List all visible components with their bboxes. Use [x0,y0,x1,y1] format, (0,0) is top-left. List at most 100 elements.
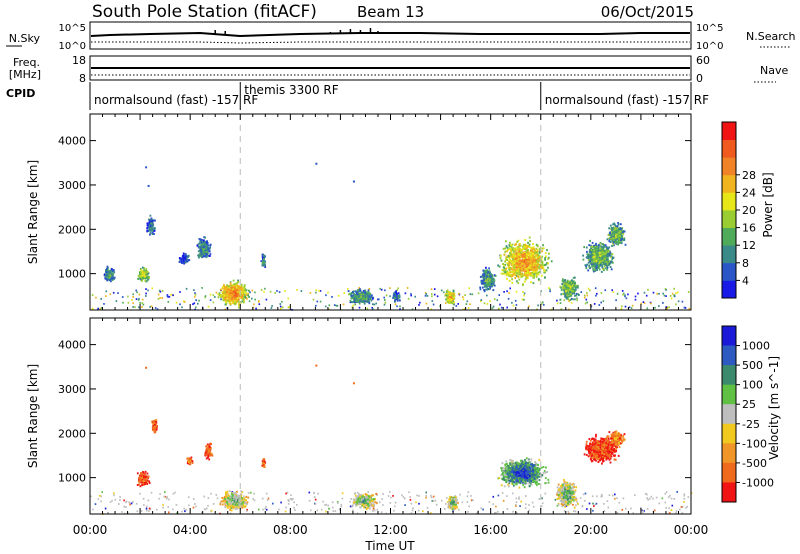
data-point [368,298,371,300]
data-point [529,240,531,243]
data-point [532,265,535,268]
data-point [135,298,138,300]
data-point [490,275,492,278]
data-point [127,301,130,304]
data-point [204,236,206,239]
data-point [644,492,647,495]
data-point [429,512,432,514]
data-point [183,262,185,265]
data-point [207,246,209,249]
data-point [539,256,541,258]
data-point [141,298,144,301]
data-point [107,266,109,269]
data-point [449,301,452,304]
data-point [111,277,113,280]
data-point [138,297,140,300]
data-point [565,284,568,287]
data-point [235,300,238,303]
data-point [451,292,454,295]
data-point [507,264,510,267]
data-point [487,271,490,274]
data-point [608,227,611,230]
data-point [354,303,356,306]
data-point [509,252,511,254]
data-point [523,280,526,283]
data-point [151,229,154,232]
data-point [532,271,535,274]
data-point [591,495,594,498]
data-point [194,295,196,298]
data-point [602,256,605,259]
data-point [139,273,141,275]
data-point [592,270,595,273]
data-point [145,270,147,273]
data-point [141,279,143,282]
data-point [202,253,204,255]
data-point [488,267,490,270]
data-point [525,265,528,268]
data-point [549,290,551,293]
data-point [601,264,603,267]
data-point [315,162,318,165]
data-point [535,275,538,278]
data-point [606,247,608,250]
data-point [206,240,208,243]
data-point [376,508,379,511]
data-point [615,230,618,233]
data-point [261,260,264,263]
data-point [113,494,115,497]
data-point [625,507,627,510]
data-point [179,291,181,293]
data-point [528,271,530,274]
data-point [612,223,614,226]
data-point [433,288,436,290]
data-point [317,492,319,495]
data-point [504,247,507,250]
data-point [482,508,484,511]
data-point [347,287,349,290]
data-point [184,510,186,513]
data-point [534,259,537,262]
data-point [522,261,524,264]
data-point [367,293,370,296]
data-point [248,295,250,298]
data-point [538,263,540,266]
data-point [521,261,523,264]
data-point [265,298,268,301]
data-point [357,289,360,291]
data-point [621,231,624,234]
data-point [222,291,225,294]
data-point [139,302,141,304]
data-point [595,259,598,262]
data-point [319,300,322,303]
data-point [576,299,578,302]
data-point [517,254,520,257]
data-point [596,251,599,253]
power-colorbar-label: Power [dB] [761,172,775,237]
data-point [351,292,353,294]
data-point [518,278,521,281]
data-point [112,291,115,294]
data-point [600,301,602,304]
data-point [614,493,616,496]
data-point [147,229,150,232]
data-point [602,261,605,264]
data-point [518,244,521,247]
data-point [599,259,602,262]
data-point [681,300,684,303]
data-point [603,510,606,512]
data-point [242,301,245,304]
data-point [197,250,200,253]
data-point [532,273,535,276]
data-point [527,252,530,255]
data-point [612,238,615,241]
data-point [604,252,607,255]
data-point [492,277,495,280]
data-point [149,233,151,236]
data-point [509,267,512,270]
data-point [574,288,577,291]
nsearch-tick-top: 10^5 [696,23,723,34]
data-point [533,255,536,258]
data-point [227,289,229,292]
